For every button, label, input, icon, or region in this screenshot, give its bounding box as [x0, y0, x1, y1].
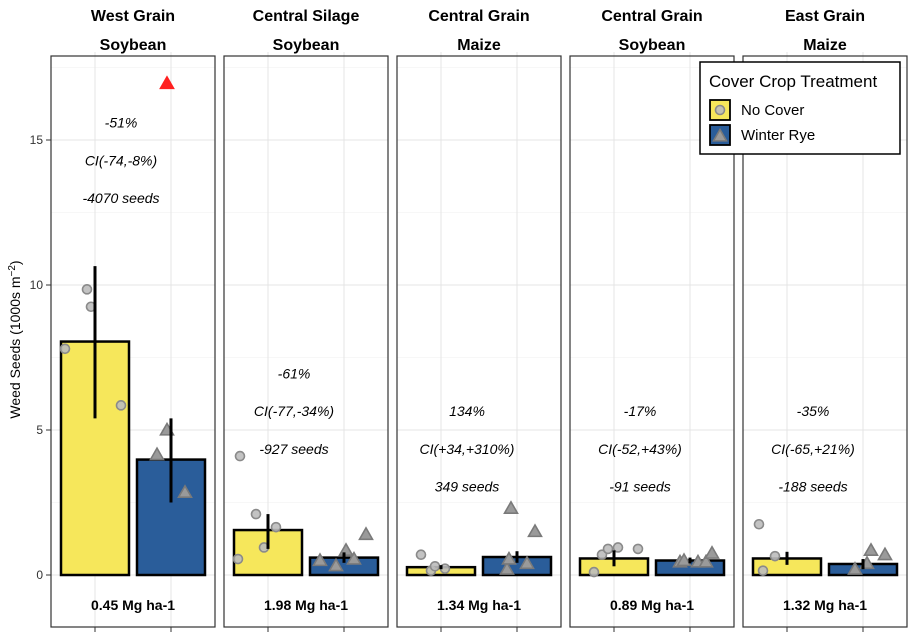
- facet-crop-label: Maize: [803, 37, 847, 54]
- biomass-label: 0.45 Mg ha-1: [91, 597, 175, 613]
- data-point-circle: [81, 284, 93, 295]
- data-point-triangle: [503, 500, 519, 514]
- data-point-triangle: [346, 550, 362, 565]
- facet-site-label: East Grain: [785, 8, 865, 25]
- data-point-circle: [714, 104, 726, 116]
- effect-annotation: -927 seeds: [259, 441, 328, 457]
- facet-panel-5: East Grain Maize -35% CI(-65,+21%) -188 seed…: [742, 8, 908, 632]
- effect-annotation: -4070 seeds: [82, 190, 159, 206]
- data-point-circle: [59, 343, 71, 355]
- facet-site-label: Central Grain: [428, 8, 529, 25]
- y-tick-label: 5: [36, 423, 43, 437]
- data-point-triangle: [358, 526, 374, 541]
- facet-panel-4: Central Grain Soybean -17% CI(-52,+43%) -91 …: [569, 8, 735, 632]
- effect-annotation: -91 seeds: [609, 479, 670, 495]
- data-point-circle: [769, 550, 781, 562]
- effect-annotation: -51%: [105, 115, 138, 131]
- effect-annotation: -61%: [278, 365, 311, 381]
- effect-annotation: -17%: [624, 403, 657, 419]
- panel-border: [742, 55, 908, 628]
- panel-border: [569, 55, 735, 628]
- data-point-triangle: [712, 127, 728, 142]
- data-point-circle: [602, 543, 614, 555]
- data-point-triangle: [519, 555, 535, 570]
- legend-label: No Cover: [741, 102, 804, 119]
- legend-box: [699, 61, 901, 155]
- facet-crop-label: Soybean: [619, 37, 686, 54]
- facet-site-label: Central Grain: [601, 8, 702, 25]
- data-point-triangle: [863, 542, 879, 557]
- data-point-circle: [632, 543, 644, 555]
- data-point-triangle: [338, 542, 354, 557]
- data-point-circle: [115, 400, 127, 411]
- effect-annotation: CI(-74,-8%): [85, 152, 157, 168]
- data-point-triangle: [328, 557, 344, 572]
- effect-annotation: CI(-77,-34%): [254, 403, 334, 419]
- facet-panel-2: Central Silage Soybean -61% CI(-77,-34%) -92…: [223, 8, 389, 632]
- data-point-circle: [753, 518, 765, 530]
- facet-crop-label: Soybean: [273, 37, 340, 54]
- effect-annotation: 349 seeds: [435, 479, 500, 495]
- effect-annotation: -188 seeds: [778, 479, 847, 495]
- data-point-triangle: [499, 561, 515, 575]
- facet-site-label: West Grain: [91, 8, 175, 25]
- effect-annotation: CI(-52,+43%): [598, 441, 682, 457]
- facet-crop-label: Maize: [457, 37, 501, 54]
- effect-annotation: -35%: [797, 403, 830, 419]
- facet-site-label: Central Silage: [253, 8, 360, 25]
- data-point-triangle: [501, 550, 517, 565]
- data-point-circle: [232, 553, 244, 565]
- legend-label: Winter Rye: [741, 127, 815, 144]
- data-point-triangle: [312, 552, 328, 567]
- facet-crop-label: Soybean: [100, 37, 167, 54]
- data-point-circle: [270, 521, 282, 533]
- data-point-triangle: [698, 553, 714, 568]
- panel-border: [223, 55, 389, 628]
- data-point-triangle: [177, 484, 193, 499]
- facet-panel-3: Central Grain Maize 134% CI(+34,+310%) 349 s…: [396, 8, 562, 632]
- biomass-label: 1.34 Mg ha-1: [437, 597, 521, 613]
- data-point-triangle: [847, 561, 863, 575]
- data-point-circle: [234, 450, 246, 462]
- legend: Cover Crop Treatment No Cover Winter Rye: [699, 61, 901, 155]
- y-tick-label: 15: [30, 133, 44, 147]
- effect-annotation: CI(-65,+21%): [771, 441, 855, 457]
- data-point-circle: [415, 549, 427, 561]
- data-point-circle: [757, 565, 769, 576]
- effect-annotation: 134%: [449, 403, 485, 419]
- data-point-circle: [429, 560, 441, 572]
- data-point-circle: [612, 542, 624, 553]
- data-point-circle: [250, 508, 262, 520]
- data-point-circle: [588, 566, 600, 578]
- data-point-triangle: [159, 75, 175, 90]
- data-point-triangle: [877, 546, 893, 561]
- data-point-triangle: [527, 523, 543, 538]
- y-tick-label: 10: [30, 278, 44, 292]
- biomass-label: 0.89 Mg ha-1: [610, 597, 694, 613]
- data-point-triangle: [676, 552, 692, 567]
- y-tick-label: 0: [36, 568, 43, 582]
- panel-border: [50, 55, 216, 628]
- data-point-triangle: [149, 446, 165, 461]
- facet-panel-1: West Grain Soybean -51% CI(-74,-8%) -4070 se…: [50, 8, 216, 632]
- bar-no-cover: [59, 340, 131, 577]
- panel-border: [396, 55, 562, 628]
- biomass-label: 1.98 Mg ha-1: [264, 597, 348, 613]
- legend-title: Cover Crop Treatment: [709, 72, 877, 91]
- data-point-triangle: [704, 545, 720, 559]
- effect-annotation: CI(+34,+310%): [420, 441, 515, 457]
- y-axis-title: Weed Seeds (1000s m−2): [7, 260, 23, 418]
- biomass-label: 1.32 Mg ha-1: [783, 597, 867, 613]
